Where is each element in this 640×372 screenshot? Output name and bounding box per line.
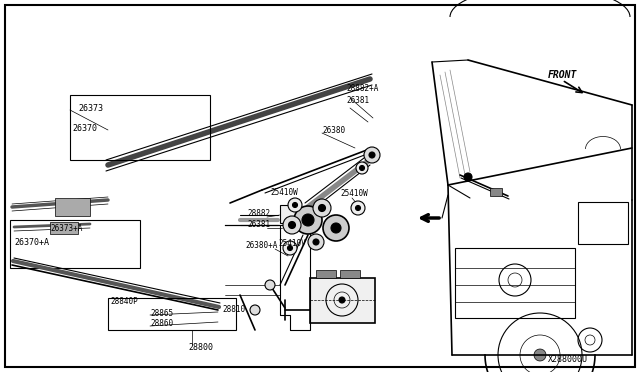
Bar <box>55 198 90 216</box>
Circle shape <box>289 221 296 228</box>
Circle shape <box>323 215 349 241</box>
Circle shape <box>288 198 302 212</box>
Circle shape <box>351 201 365 215</box>
Circle shape <box>265 280 275 290</box>
Text: 26370: 26370 <box>72 124 97 132</box>
Text: 25410W: 25410W <box>270 187 298 196</box>
Text: 28865: 28865 <box>150 308 173 317</box>
Circle shape <box>287 246 292 250</box>
Bar <box>280 205 300 223</box>
Circle shape <box>356 162 368 174</box>
Circle shape <box>250 305 260 315</box>
Circle shape <box>283 241 297 255</box>
Text: 28860: 28860 <box>150 320 173 328</box>
Circle shape <box>534 349 546 361</box>
Circle shape <box>308 234 324 250</box>
Circle shape <box>292 202 298 208</box>
Text: X288000U: X288000U <box>548 356 588 365</box>
Circle shape <box>294 206 322 234</box>
Text: 26373: 26373 <box>78 103 103 112</box>
Circle shape <box>313 199 331 217</box>
Bar <box>490 188 502 196</box>
Circle shape <box>283 216 301 234</box>
Circle shape <box>313 239 319 245</box>
Bar <box>310 278 375 323</box>
Circle shape <box>355 205 360 211</box>
Text: 26373+A: 26373+A <box>50 224 83 232</box>
Circle shape <box>331 223 341 233</box>
Bar <box>108 298 236 330</box>
Bar <box>316 270 336 278</box>
Bar <box>50 222 78 234</box>
Text: 26380+A: 26380+A <box>245 241 277 250</box>
Circle shape <box>369 152 375 158</box>
Text: 26380: 26380 <box>322 125 345 135</box>
Bar <box>70 95 210 160</box>
Text: 28882+A: 28882+A <box>346 83 378 93</box>
Text: 25410V: 25410V <box>278 238 306 247</box>
Circle shape <box>339 297 345 303</box>
Text: 28800: 28800 <box>188 343 213 353</box>
Circle shape <box>464 173 472 181</box>
Text: 28810: 28810 <box>222 305 245 314</box>
Text: 26381: 26381 <box>247 219 270 228</box>
Text: 26370+A: 26370+A <box>14 237 49 247</box>
Bar <box>340 270 360 278</box>
Bar <box>10 220 140 268</box>
Text: 26381: 26381 <box>346 96 369 105</box>
Text: 28882: 28882 <box>247 208 270 218</box>
Bar <box>578 202 628 244</box>
Circle shape <box>360 166 365 170</box>
Circle shape <box>364 147 380 163</box>
Text: 25410W: 25410W <box>340 189 368 198</box>
Text: FRONT: FRONT <box>548 70 577 80</box>
Circle shape <box>319 205 326 212</box>
Bar <box>455 248 575 318</box>
Text: 28840P: 28840P <box>110 298 138 307</box>
Circle shape <box>302 214 314 226</box>
